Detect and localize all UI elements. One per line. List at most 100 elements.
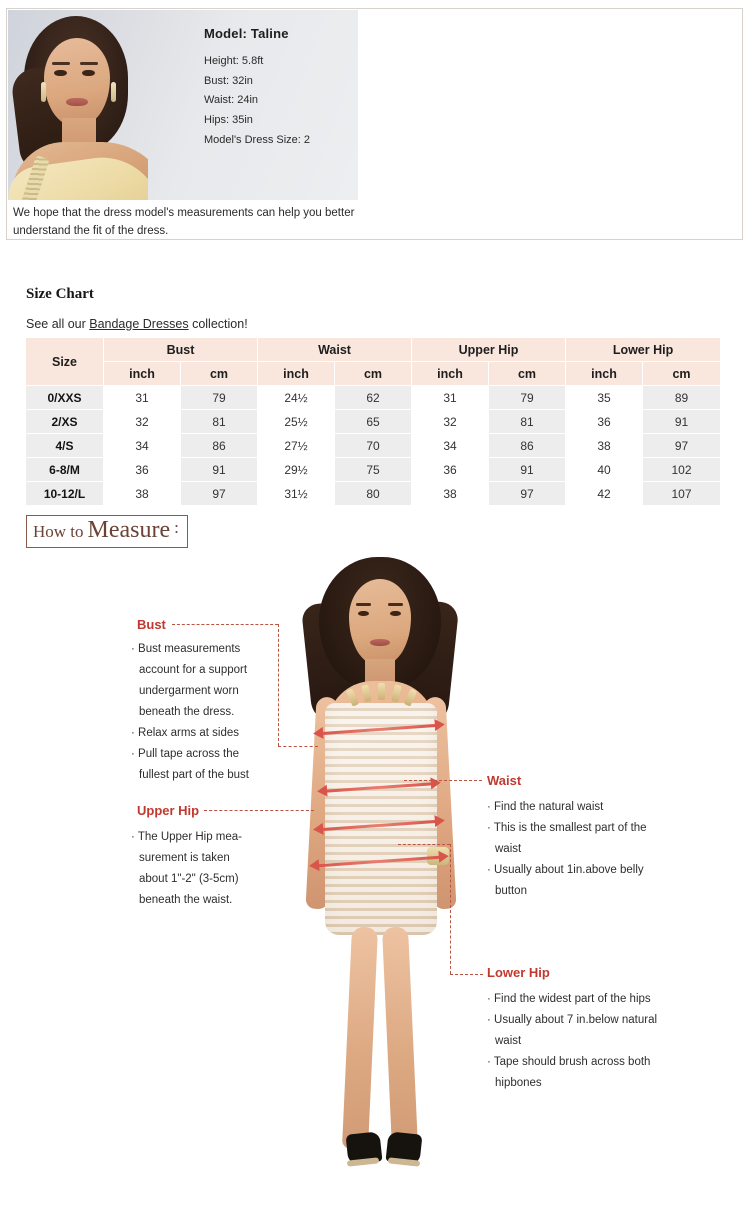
table-row: 10-12/L 38 97 31½ 80 38 97 42 107	[25, 481, 722, 506]
cell-value: 62	[334, 385, 412, 410]
cell-value: 25½	[257, 409, 335, 434]
unit-header-lower-hip-inch: inch	[565, 361, 644, 386]
cell-value: 91	[487, 457, 567, 482]
cell-value: 31	[103, 385, 181, 410]
column-group-lower-hip: Lower Hip	[565, 337, 722, 362]
model-name: Model: Taline	[204, 26, 289, 41]
size-chart-subtitle: See all our Bandage Dresses collection!	[26, 317, 248, 331]
cell-value: 42	[565, 481, 644, 506]
model-waist: Waist: 24in	[204, 94, 259, 107]
cell-value: 75	[334, 457, 412, 482]
model-details: Model: Taline Height: 5.8ft Bust: 32in W…	[204, 26, 310, 153]
bust-leader-horizontal-top	[172, 624, 278, 625]
heading-colon: :	[174, 518, 179, 537]
cell-value: 97	[180, 481, 258, 506]
cell-value: 34	[103, 433, 181, 458]
model-card: Model: Taline Height: 5.8ft Bust: 32in W…	[8, 10, 358, 200]
column-group-waist: Waist	[257, 337, 412, 362]
bullet-line: · Find the widest part of the hips	[487, 993, 651, 1005]
cell-size: 0/XXS	[25, 385, 104, 410]
necklace	[345, 683, 418, 709]
bullet-line: hipbones	[495, 1077, 542, 1090]
cell-value: 81	[180, 409, 258, 434]
label-lower-hip: Lower Hip	[487, 965, 550, 980]
cell-value: 24½	[257, 385, 335, 410]
label-upper-hip: Upper Hip	[137, 803, 200, 818]
upper-hip-leader	[204, 810, 314, 811]
cell-value: 36	[565, 409, 644, 434]
cell-value: 34	[411, 433, 489, 458]
table-row: 6-8/M 36 91 29½ 75 36 91 40 102	[25, 457, 722, 482]
cell-value: 65	[334, 409, 412, 434]
table-row: 2/XS 32 81 25½ 65 32 81 36 91	[25, 409, 722, 434]
cell-value: 32	[103, 409, 181, 434]
bullet-line: · Usually about 1in.above belly	[487, 864, 644, 877]
waist-leader	[404, 780, 482, 781]
table-group-header-row: Size Bust Waist Upper Hip Lower Hip	[25, 337, 722, 386]
cell-value: 38	[103, 481, 181, 506]
cell-value: 91	[180, 457, 258, 482]
bullet-line: · Relax arms at sides	[131, 727, 240, 740]
bullet-line: · Tape should brush across both	[487, 1056, 651, 1069]
model-height: Height: 5.8ft	[204, 55, 264, 67]
table-row: 0/XXS 31 79 24½ 62 31 79 35 89	[25, 385, 722, 410]
cell-value: 36	[411, 457, 489, 482]
bullet-line: waist	[495, 1035, 522, 1048]
bullet-line: about 1"-2" (3-5cm)	[139, 873, 239, 886]
cell-value: 97	[642, 433, 722, 458]
cell-value: 36	[103, 457, 181, 482]
column-header-size: Size	[25, 337, 104, 386]
cell-size: 10-12/L	[25, 481, 104, 506]
cell-value: 38	[565, 433, 644, 458]
cell-size: 6-8/M	[25, 457, 104, 482]
table-row: 4/S 34 86 27½ 70 34 86 38 97	[25, 433, 722, 458]
subtitle-prefix: See all our	[26, 317, 90, 331]
bandage-dresses-link[interactable]: Bandage Dresses	[89, 317, 189, 331]
cell-value: 86	[180, 433, 258, 458]
label-bust: Bust	[137, 617, 166, 632]
unit-header-waist-cm: cm	[334, 361, 412, 386]
bullet-line: · Find the natural waist	[487, 801, 604, 813]
measurement-diagram: Bust · Bust measurements account for a s…	[0, 555, 755, 1195]
bullet-line: button	[495, 885, 527, 898]
cell-value: 27½	[257, 433, 335, 458]
size-chart-title: Size Chart	[26, 286, 94, 302]
cell-value: 29½	[257, 457, 335, 482]
model-dress-size: Model's Dress Size: 2	[204, 133, 311, 146]
bust-leader-vertical	[278, 624, 279, 746]
lower-hip-bullets: · Find the widest part of the hips · Usu…	[487, 989, 742, 1094]
size-chart-table: Size Bust Waist Upper Hip Lower Hip inch…	[25, 337, 722, 506]
bullet-line: · The Upper Hip mea-	[131, 831, 242, 843]
bullet-line: fullest part of the bust	[139, 769, 249, 782]
cell-value: 32	[411, 409, 489, 434]
cell-value: 40	[565, 457, 644, 482]
bullet-line: beneath the dress.	[139, 706, 235, 719]
cell-value: 81	[487, 409, 567, 434]
table-unit-header-row: inch cm inch cm inch cm inch cm	[26, 361, 722, 386]
cell-value: 80	[334, 481, 412, 506]
cell-value: 70	[334, 433, 412, 458]
cell-value: 91	[642, 409, 722, 434]
model-hips: Hips: 35in	[204, 113, 253, 126]
cell-value: 102	[642, 457, 722, 482]
column-group-bust: Bust	[103, 337, 258, 362]
heading-word-measure: Measure	[87, 517, 171, 543]
bullet-line: · Usually about 7 in.below natural	[487, 1014, 658, 1027]
bullet-line: account for a support	[139, 664, 248, 677]
cell-value: 38	[411, 481, 489, 506]
cell-value: 79	[487, 385, 567, 410]
cell-value: 31	[411, 385, 489, 410]
unit-header-waist-inch: inch	[257, 361, 335, 386]
bust-bullets: · Bust measurements account for a suppor…	[131, 639, 301, 786]
bullet-line: surement is taken	[139, 852, 230, 865]
bullet-line: beneath the waist.	[139, 894, 233, 907]
bullet-line: undergarment worn	[139, 685, 239, 698]
cell-value: 79	[180, 385, 258, 410]
cell-value: 107	[642, 481, 722, 506]
lower-hip-leader-horizontal-bottom	[450, 974, 483, 975]
cell-size: 2/XS	[25, 409, 104, 434]
column-group-upper-hip: Upper Hip	[410, 337, 567, 362]
cell-value: 97	[487, 481, 567, 506]
unit-header-bust-inch: inch	[103, 361, 181, 386]
bullet-line: · Pull tape across the	[131, 748, 240, 761]
